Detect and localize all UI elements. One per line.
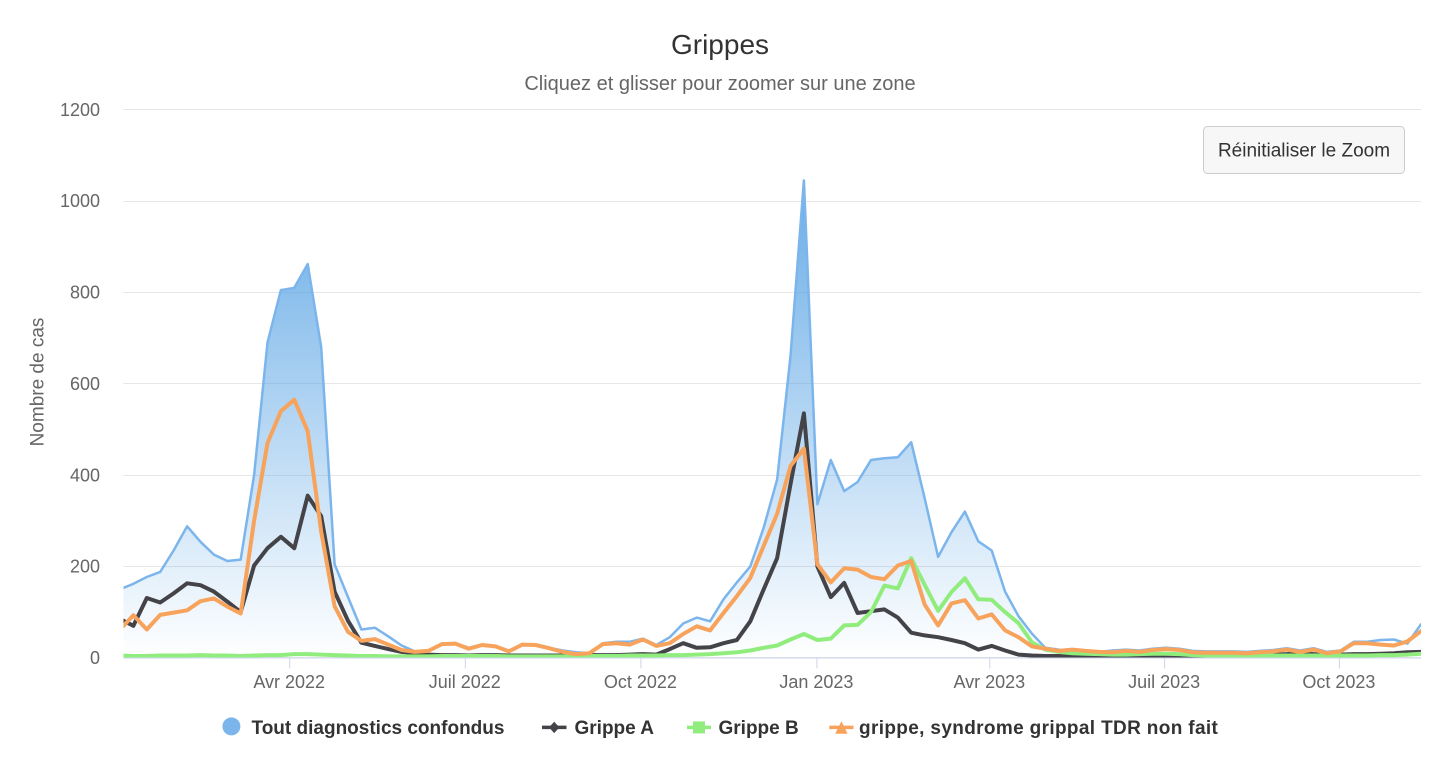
svg-text:Juil 2023: Juil 2023 [1128, 672, 1200, 692]
svg-text:Jan 2023: Jan 2023 [779, 672, 853, 692]
svg-text:Oct 2022: Oct 2022 [604, 672, 677, 692]
svg-text:Oct 2023: Oct 2023 [1302, 672, 1375, 692]
svg-text:800: 800 [70, 283, 100, 303]
svg-text:Cliquez et glisser pour zoomer: Cliquez et glisser pour zoomer sur une z… [524, 73, 915, 95]
svg-text:0: 0 [90, 648, 100, 668]
svg-text:200: 200 [70, 557, 100, 577]
svg-text:Tout diagnostics confondus: Tout diagnostics confondus [252, 718, 505, 739]
svg-text:Avr 2022: Avr 2022 [253, 672, 325, 692]
svg-text:600: 600 [70, 374, 100, 394]
svg-text:Avr 2023: Avr 2023 [953, 672, 1025, 692]
svg-text:1200: 1200 [60, 100, 100, 120]
svg-text:Juil 2022: Juil 2022 [429, 672, 501, 692]
svg-text:Nombre de cas: Nombre de cas [28, 318, 49, 447]
svg-text:400: 400 [70, 465, 100, 485]
svg-text:Grippe A: Grippe A [575, 718, 655, 739]
svg-text:grippe, syndrome grippal TDR n: grippe, syndrome grippal TDR non fait [859, 718, 1219, 739]
svg-text:Grippe B: Grippe B [719, 718, 799, 739]
svg-text:Réinitialiser le Zoom: Réinitialiser le Zoom [1218, 141, 1390, 162]
svg-text:1000: 1000 [60, 191, 100, 211]
svg-text:Grippes: Grippes [671, 29, 769, 60]
